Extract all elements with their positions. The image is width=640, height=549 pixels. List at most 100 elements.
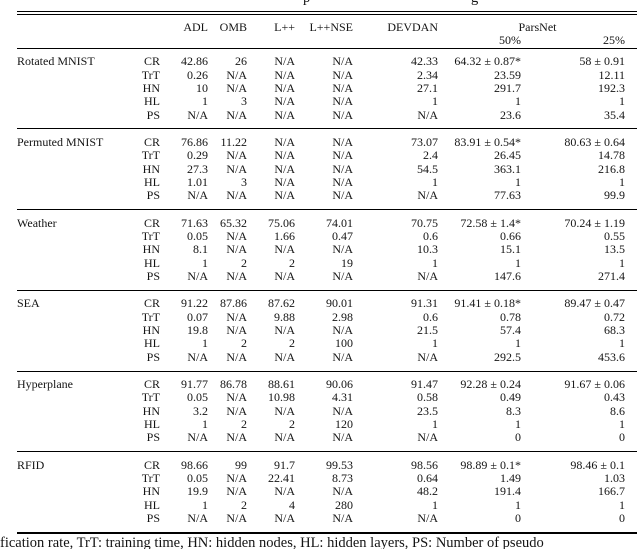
value-cell: 2.98 — [332, 309, 353, 324]
value-cell: 1 — [202, 417, 208, 432]
value-cell: N/A — [332, 403, 353, 418]
value-cell: N/A — [274, 511, 295, 526]
clipped-table-caption: fication rate, TrT: training time, HN: h… — [0, 535, 544, 549]
value-cell: 2 — [241, 255, 247, 270]
dataset-section: Weather CR 71.63 65.32 75.06 74.01 70.75 72.58 … — [17, 209, 637, 291]
header-blank-dataset — [17, 13, 117, 34]
value-cell: 91.67 ± 0.06 — [564, 377, 625, 392]
value-cell: 4 — [289, 497, 295, 512]
value-cell: N/A — [274, 174, 295, 189]
value-cell: 90.06 — [326, 377, 353, 392]
value-cell: 57.4 — [500, 323, 521, 338]
table-row: PS N/A N/A N/A N/A N/A 0 0 — [17, 512, 637, 533]
value-cell: 0.72 — [604, 309, 625, 324]
col-header-omb: OMB — [219, 20, 247, 34]
value-cell: N/A — [274, 80, 295, 95]
value-cell: 0.05 — [187, 228, 208, 243]
dataset-label: Permuted MNIST — [17, 134, 104, 149]
value-cell: 292.5 — [494, 349, 521, 364]
value-cell: N/A — [226, 107, 247, 122]
metric-label: HN — [142, 403, 160, 418]
value-cell: 0.6 — [423, 228, 438, 243]
value-cell: 100 — [335, 336, 353, 351]
value-cell: 2 — [289, 255, 295, 270]
value-cell: 8.3 — [506, 403, 521, 418]
value-cell: N/A — [332, 174, 353, 189]
col-header-parsnet-25: 25% — [603, 33, 625, 48]
dataset-section: Permuted MNIST CR 76.86 11.22 N/A N/A 73.07 83.… — [17, 128, 637, 210]
value-cell: 91.41 ± 0.18* — [454, 296, 521, 311]
value-cell: 1.01 — [187, 174, 208, 189]
value-cell: N/A — [332, 94, 353, 109]
value-cell: 14.78 — [598, 148, 625, 163]
value-cell: 1 — [515, 94, 521, 109]
dataset-label: Hyperplane — [17, 377, 73, 392]
value-cell: N/A — [274, 134, 295, 149]
table-row: HN 3.2 N/A N/A N/A 23.5 8.3 8.6 — [17, 403, 637, 418]
metric-label: PS — [146, 511, 160, 526]
dataset-label: Weather — [17, 215, 57, 230]
value-cell: 72.58 ± 1.4* — [460, 215, 521, 230]
value-cell: N/A — [274, 430, 295, 445]
metric-label: HL — [144, 336, 160, 351]
value-cell: 83.91 ± 0.54* — [454, 134, 521, 149]
value-cell: N/A — [226, 188, 247, 203]
value-cell: 1 — [515, 417, 521, 432]
value-cell: 1 — [202, 336, 208, 351]
dataset-label — [17, 512, 117, 533]
table-row: PS N/A N/A N/A N/A N/A 292.5 453.6 — [17, 349, 637, 371]
value-cell: N/A — [274, 484, 295, 499]
table-row: PS N/A N/A N/A N/A N/A 23.6 35.4 — [17, 107, 637, 129]
value-cell: 21.5 — [417, 323, 438, 338]
value-cell: N/A — [274, 54, 295, 69]
value-cell: N/A — [332, 134, 353, 149]
dataset-label — [17, 472, 117, 485]
value-cell: 91.77 — [181, 377, 208, 392]
value-cell: 3 — [241, 174, 247, 189]
dataset-label — [17, 270, 117, 290]
value-cell: 2 — [289, 336, 295, 351]
value-cell: N/A — [332, 161, 353, 176]
value-cell: N/A — [226, 309, 247, 324]
value-cell: N/A — [417, 511, 438, 526]
value-cell: 0.49 — [500, 390, 521, 405]
metric-label: HL — [144, 255, 160, 270]
value-cell: 91.22 — [181, 296, 208, 311]
table-row: Rotated MNIST CR 42.86 26 N/A N/A 42.33 64.32 ±… — [17, 48, 637, 68]
dataset-section: Hyperplane CR 91.77 86.78 88.61 90.06 91.47 92.… — [17, 371, 637, 452]
value-cell: 363.1 — [494, 161, 521, 176]
value-cell: 87.86 — [220, 296, 247, 311]
metric-label: CR — [143, 377, 160, 392]
value-cell: N/A — [332, 242, 353, 257]
value-cell: N/A — [332, 80, 353, 95]
value-cell: N/A — [226, 80, 247, 95]
value-cell: 216.8 — [598, 161, 625, 176]
dataset-section: SEA CR 91.22 87.86 87.62 90.01 91.31 91.41 ± 0.… — [17, 290, 637, 371]
value-cell: 23.6 — [500, 107, 521, 122]
value-cell: 58 ± 0.91 — [579, 54, 625, 69]
value-cell: 1 — [432, 174, 438, 189]
value-cell: N/A — [226, 323, 247, 338]
value-cell: 2 — [289, 417, 295, 432]
value-cell: 71.63 — [181, 215, 208, 230]
metric-label: TrT — [141, 228, 160, 243]
dataset-label — [17, 431, 117, 451]
value-cell: 1 — [619, 174, 625, 189]
value-cell: N/A — [226, 484, 247, 499]
value-cell: N/A — [274, 269, 295, 283]
table-row: PS N/A N/A N/A N/A N/A 147.6 271.4 — [17, 269, 637, 290]
table-row: TrT 0.07 N/A 9.88 2.98 0.6 0.78 0.72 — [17, 309, 637, 324]
value-cell: 0.78 — [500, 309, 521, 324]
value-cell: N/A — [226, 349, 247, 364]
value-cell: 1 — [202, 497, 208, 512]
value-cell: 23.59 — [494, 67, 521, 82]
value-cell: N/A — [332, 511, 353, 526]
metric-label: HN — [142, 80, 160, 95]
value-cell: 0.6 — [423, 309, 438, 324]
value-cell: N/A — [274, 323, 295, 338]
dataset-label — [17, 189, 117, 209]
value-cell: N/A — [187, 269, 208, 283]
value-cell: 3.2 — [193, 403, 208, 418]
value-cell: 98.46 ± 0.1 — [570, 457, 625, 472]
value-cell: N/A — [226, 67, 247, 82]
